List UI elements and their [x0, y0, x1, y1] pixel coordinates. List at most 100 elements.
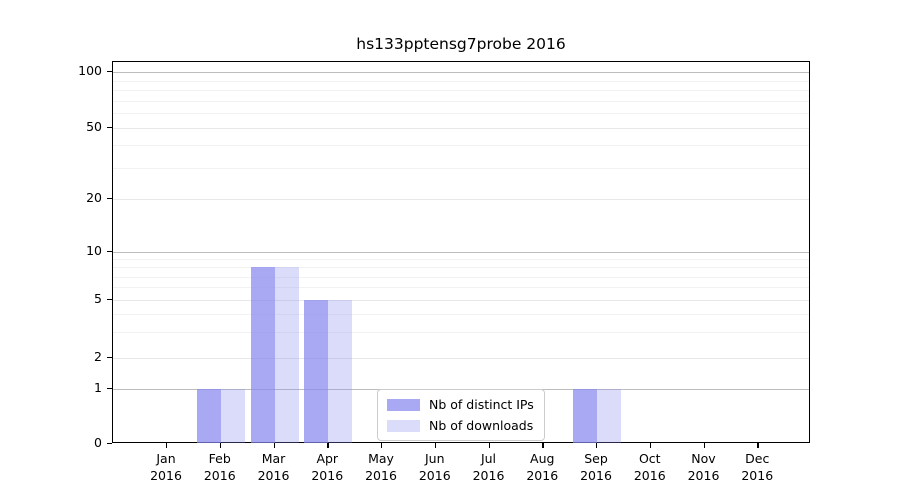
- x-tick-label-dec: Dec 2016: [725, 450, 789, 484]
- month-name: Aug: [530, 451, 555, 466]
- x-tick-label-mar: Mar 2016: [242, 450, 306, 484]
- gridline-minor: [113, 90, 809, 92]
- y-tick-label: 5: [94, 291, 102, 306]
- gridline-minor: [113, 145, 809, 147]
- month-name: Mar: [261, 451, 286, 466]
- month-year: 2016: [418, 468, 451, 483]
- gridline-labeled: [113, 199, 809, 200]
- x-tick-label-nov: Nov 2016: [672, 450, 736, 484]
- x-tick-mark: [434, 443, 437, 448]
- x-tick-label-jul: Jul 2016: [457, 450, 521, 484]
- month-name: Sep: [584, 451, 608, 466]
- y-tick-mark: [107, 443, 112, 445]
- y-tick-label: 1: [94, 380, 102, 395]
- bar-feb-distinct-ips: [196, 389, 221, 443]
- plot-area: [112, 61, 810, 443]
- x-tick-mark: [381, 443, 383, 448]
- gridline-minor: [113, 167, 809, 169]
- month-year: 2016: [580, 468, 612, 483]
- x-tick-mark: [219, 443, 222, 448]
- gridline-minor: [113, 113, 809, 115]
- bar-apr-downloads: [328, 300, 353, 443]
- y-tick-mark: [107, 299, 112, 301]
- y-tick-mark: [107, 388, 112, 390]
- y-tick-label: 50: [86, 119, 102, 134]
- y-tick-label: 2: [94, 349, 102, 364]
- x-tick-mark: [327, 443, 329, 448]
- legend-label: Nb of downloads: [429, 418, 534, 433]
- y-tick-label: 0: [94, 435, 102, 450]
- x-tick-mark: [488, 443, 490, 448]
- x-tick-label-may: May 2016: [349, 450, 413, 484]
- month-name: Jul: [480, 451, 497, 466]
- y-tick-label: 10: [86, 243, 102, 258]
- gridline-minor: [113, 332, 809, 334]
- month-year: 2016: [633, 468, 666, 483]
- x-tick-label-feb: Feb 2016: [188, 450, 252, 484]
- bar-sep-distinct-ips: [573, 389, 597, 443]
- gridline-minor: [113, 267, 809, 269]
- month-year: 2016: [150, 468, 182, 483]
- x-tick-mark: [273, 443, 275, 448]
- x-tick-mark: [166, 443, 168, 448]
- x-tick-mark: [649, 443, 652, 448]
- gridline-minor: [113, 276, 809, 278]
- x-tick-label-aug: Aug 2016: [510, 450, 574, 484]
- gridline-labeled: [113, 300, 809, 301]
- month-name: Dec: [745, 451, 770, 466]
- gridline-labeled: [113, 358, 809, 359]
- x-tick-mark: [703, 443, 705, 448]
- x-tick-label-sep: Sep 2016: [564, 450, 628, 484]
- gridline-major: [113, 252, 809, 253]
- month-name: Oct: [638, 451, 661, 466]
- y-tick-mark: [107, 71, 112, 73]
- month-year: 2016: [741, 468, 774, 483]
- month-name: Nov: [691, 451, 716, 466]
- x-tick-label-oct: Oct 2016: [618, 450, 682, 484]
- x-tick-mark: [757, 443, 759, 448]
- y-tick-mark: [107, 127, 112, 129]
- month-year: 2016: [472, 468, 505, 483]
- gridline-major: [113, 72, 809, 73]
- month-year: 2016: [687, 468, 720, 483]
- month-year: 2016: [311, 468, 344, 483]
- bar-feb-downloads: [220, 389, 245, 443]
- y-tick-mark: [107, 357, 112, 359]
- x-tick-label-jun: Jun 2016: [403, 450, 467, 484]
- month-year: 2016: [526, 468, 559, 483]
- legend-label: Nb of distinct IPs: [429, 397, 534, 412]
- month-year: 2016: [257, 468, 290, 483]
- legend-row: Nb of downloads: [387, 417, 534, 434]
- gridline-minor: [113, 259, 809, 261]
- x-tick-label-apr: Apr 2016: [295, 450, 359, 484]
- chart-title: hs133pptensg7probe 2016: [356, 35, 566, 53]
- x-tick-mark: [596, 443, 598, 448]
- month-year: 2016: [365, 468, 397, 483]
- legend: Nb of distinct IPs Nb of downloads: [377, 389, 545, 441]
- month-year: 2016: [203, 468, 236, 483]
- gridline-labeled: [113, 128, 809, 129]
- bar-sep-downloads: [597, 389, 621, 443]
- legend-swatch-icon: [387, 419, 420, 432]
- month-name: May: [368, 451, 394, 466]
- bar-mar-downloads: [274, 267, 299, 443]
- y-tick-mark: [107, 251, 112, 253]
- y-tick-mark: [107, 198, 112, 200]
- gridline-minor: [113, 100, 809, 102]
- x-tick-label-jan: Jan 2016: [134, 450, 198, 484]
- bar-apr-distinct-ips: [304, 300, 329, 443]
- month-name: Jun: [424, 451, 445, 466]
- month-name: Feb: [208, 451, 231, 466]
- legend-swatch-icon: [387, 398, 420, 411]
- month-name: Apr: [316, 451, 339, 466]
- month-name: Jan: [156, 451, 176, 466]
- gridline-minor: [113, 80, 809, 82]
- y-tick-label: 20: [86, 190, 102, 205]
- bar-mar-distinct-ips: [250, 267, 275, 443]
- gridline-minor: [113, 314, 809, 316]
- gridline-minor: [113, 287, 809, 289]
- y-tick-label: 100: [78, 63, 102, 78]
- x-tick-mark: [542, 443, 544, 448]
- legend-row: Nb of distinct IPs: [387, 396, 534, 413]
